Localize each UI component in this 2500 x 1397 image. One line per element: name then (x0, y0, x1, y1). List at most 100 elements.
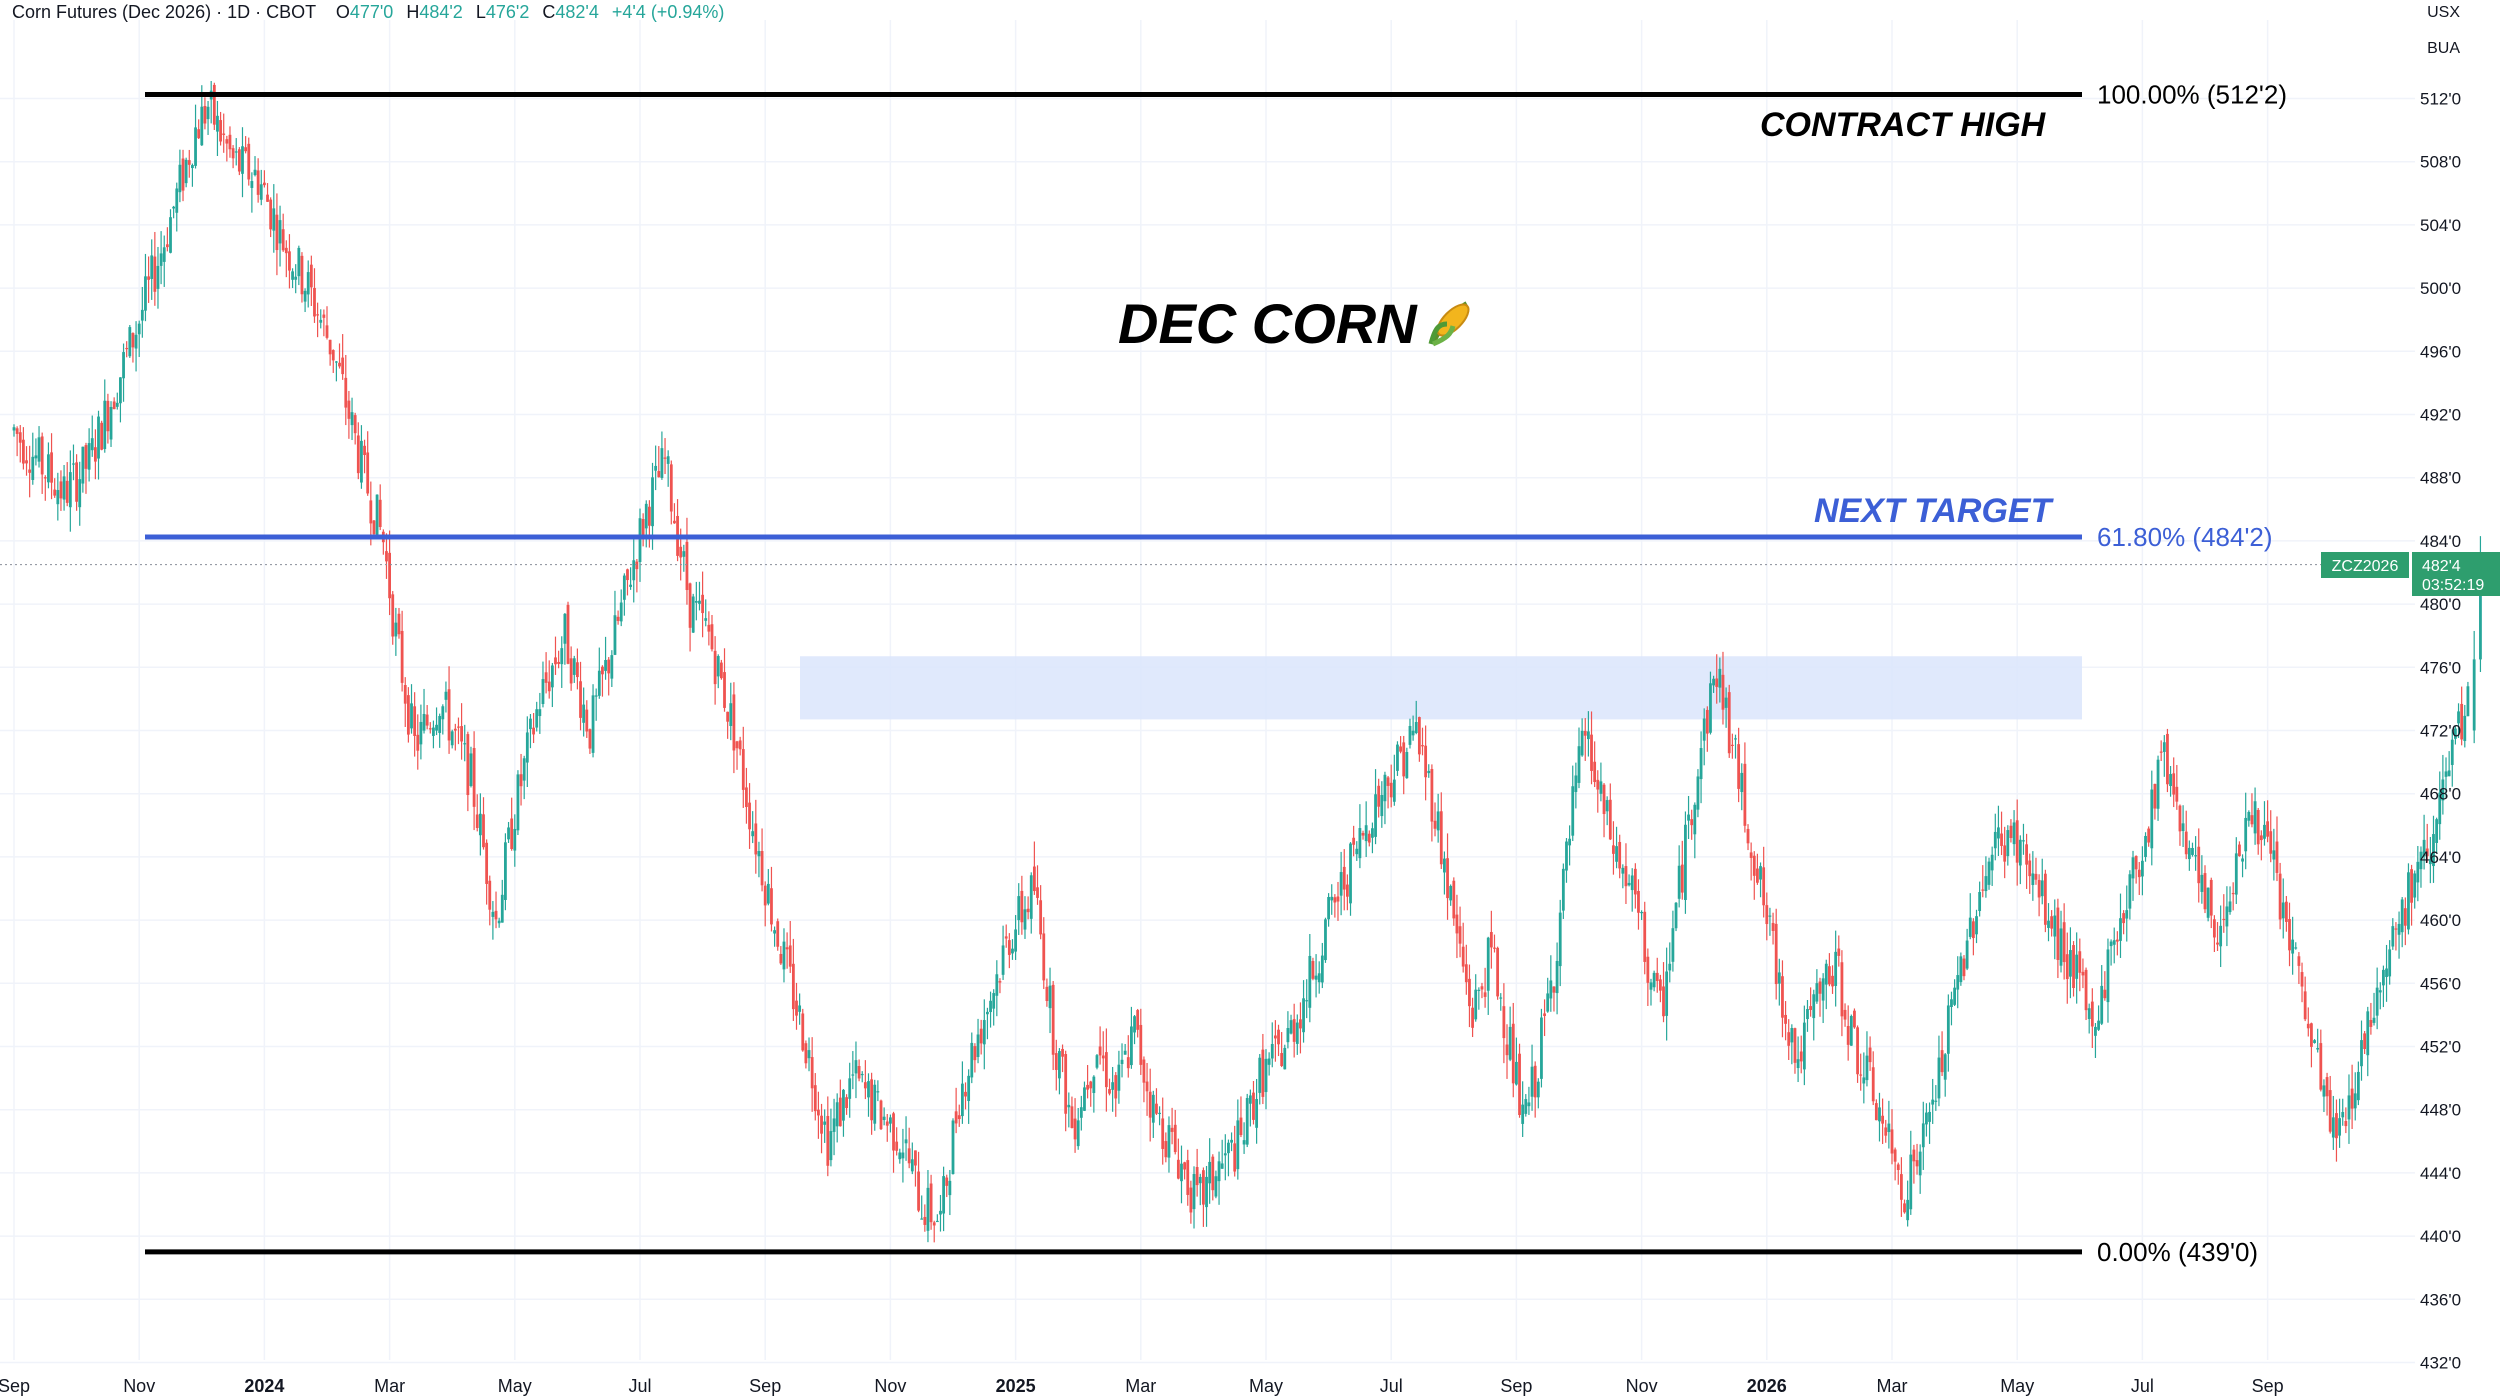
candle-body (1358, 828, 1362, 859)
candle-body (1533, 1065, 1537, 1098)
candle-body (666, 456, 670, 464)
candle-body (165, 244, 169, 248)
date-tick-label: May (2000, 1376, 2034, 1396)
candle-body (43, 477, 47, 479)
candle-body (2382, 969, 2385, 986)
candle-body (1123, 1050, 1127, 1055)
candle-body (366, 452, 370, 494)
candle-body (1571, 786, 1575, 836)
candle-body (1189, 1187, 1193, 1213)
candle-body (1727, 692, 1731, 754)
candle-body (842, 1089, 845, 1121)
candle-body (2150, 789, 2154, 849)
price-axis[interactable]: 512'0 508'0 504'0 500'0 496'0 492'0 488'0 484'0… (2420, 90, 2461, 1373)
fibonacci-levels[interactable]: 100.00% (512'2) 61.80% (484'2) 0.00% (439'… (145, 80, 2287, 1267)
candle-body (1834, 951, 1838, 986)
candle-body (2219, 925, 2223, 947)
candle-body (1170, 1127, 1174, 1132)
candle-body (450, 731, 454, 746)
currency-unit[interactable]: USX (2427, 4, 2460, 21)
price-tick-label: 484'0 (2420, 532, 2461, 551)
candle-body (2241, 858, 2244, 862)
candle-body (2216, 942, 2219, 945)
candle-body (306, 272, 310, 295)
candle-body (1317, 973, 1321, 983)
candle-body (782, 941, 786, 970)
candle-body (1283, 1047, 1287, 1070)
candle-body (1277, 1029, 1280, 1045)
resistance-zone[interactable] (800, 656, 2082, 720)
low-value: 476'2 (485, 2, 530, 22)
candle-body (1158, 1112, 1161, 1115)
candle-body (2366, 1011, 2370, 1056)
candle-body (2084, 969, 2088, 1011)
quantity-unit[interactable]: BUA (2427, 40, 2460, 57)
candle-body (2447, 770, 2451, 777)
candle-body (2284, 901, 2288, 922)
candle-body (2094, 1026, 2097, 1036)
candle-body (90, 438, 94, 451)
candle-body (1108, 1089, 1111, 1094)
symbol-header[interactable]: Corn Futures (Dec 2026) · 1D · CBOT O477… (12, 2, 732, 23)
candle-body (519, 774, 523, 787)
candle-body (579, 681, 582, 718)
candle-body (175, 188, 179, 213)
candle-body (1092, 1076, 1096, 1094)
candle-body (2419, 851, 2423, 870)
candle-body (516, 774, 520, 831)
candle-body (829, 1131, 833, 1161)
candle-body (1004, 936, 1008, 939)
candle-body (194, 127, 197, 166)
candle-body (1633, 868, 1637, 895)
candle-body (2428, 859, 2432, 865)
candle-body (1971, 921, 1975, 939)
candle-body (1784, 1014, 1787, 1024)
last-price-tag[interactable]: ZCZ2026 482'4 03:52:19 (2321, 552, 2500, 596)
candle-body (2391, 926, 2395, 947)
candle-body (1086, 1084, 1089, 1090)
candle-body (1806, 1009, 1809, 1020)
candle-body (472, 748, 476, 807)
candle-body (1762, 867, 1766, 906)
candle-body (867, 1081, 870, 1098)
candle-body (2134, 855, 2138, 870)
candle-body (1133, 1016, 1136, 1033)
candle-body (679, 546, 683, 558)
candle-body (572, 658, 576, 675)
candle-body (597, 670, 601, 696)
candle-body (707, 624, 711, 632)
candle-body (817, 1109, 820, 1116)
time-axis[interactable]: Sep Nov 2024 Mar May Jul Sep Nov 2025 Mar May Jul Se… (0, 1376, 2284, 1396)
candle-body (482, 814, 485, 848)
candle-body (1311, 961, 1315, 979)
candle-body (12, 427, 16, 431)
candle-body (560, 648, 564, 665)
candle-body (2178, 805, 2182, 832)
candle-body (2206, 887, 2210, 918)
candle-body (613, 615, 617, 655)
candle-body (1464, 964, 1468, 983)
candle-body (2385, 968, 2388, 977)
candle-body (1828, 966, 1831, 985)
candle-body (1893, 1149, 1897, 1162)
candle-body (1818, 981, 1822, 994)
candle-body (391, 594, 395, 637)
candle-body (1756, 868, 1759, 883)
candle-body (798, 1005, 802, 1012)
candle-body (1605, 800, 1609, 812)
candle-body (1402, 742, 1406, 777)
candle-body (1383, 774, 1387, 802)
candle-body (159, 253, 163, 266)
candle-body (1502, 1006, 1506, 1039)
candle-body (1646, 956, 1650, 983)
candle-body (1014, 929, 1017, 952)
candle-body (939, 1210, 942, 1215)
candle-body (2115, 939, 2119, 942)
candle-body (1273, 1035, 1277, 1039)
candle-body (1521, 1104, 1525, 1124)
candle-body (1011, 948, 1014, 954)
candle-body (845, 1097, 848, 1109)
candle-body (300, 255, 304, 295)
candle-body (1997, 827, 2000, 839)
